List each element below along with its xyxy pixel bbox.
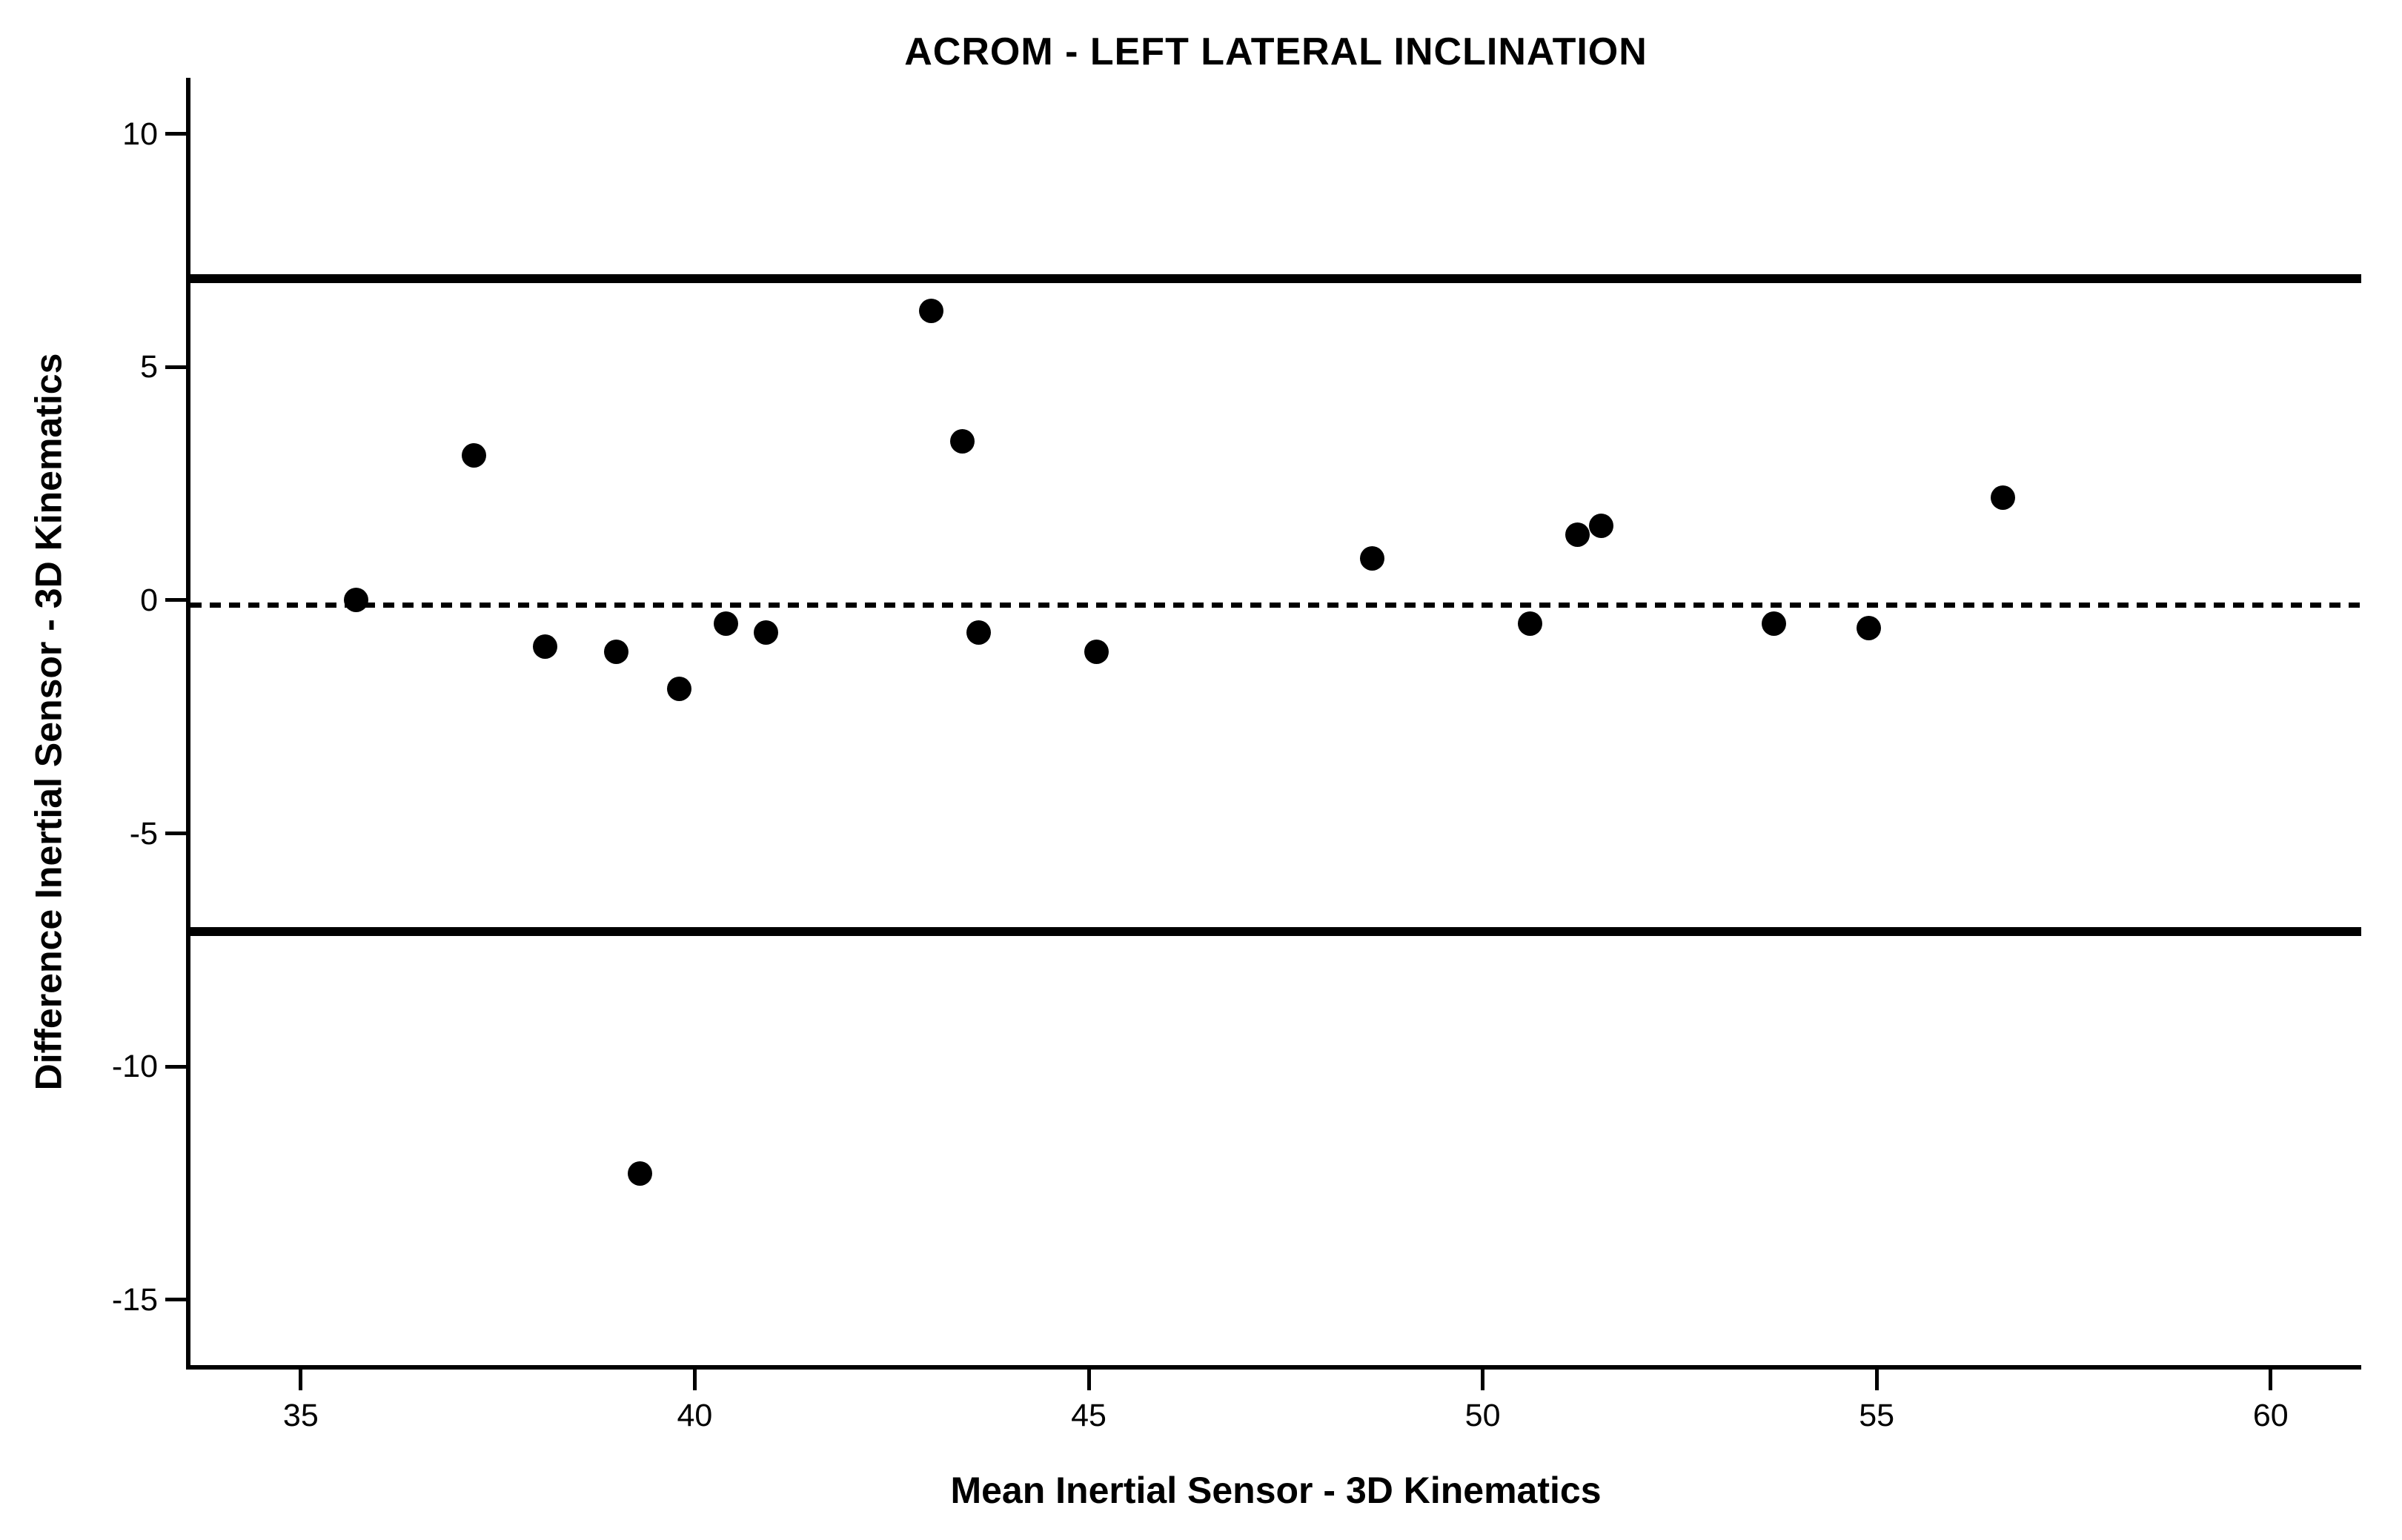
x-tick [1086,1370,1091,1390]
y-tick [165,365,186,369]
upper-loa-line [190,273,2361,283]
data-point [532,634,557,660]
data-point [1857,616,1882,641]
y-tick-label: -5 [129,815,158,852]
x-axis-label: Mean Inertial Sensor - 3D Kinematics [950,1470,1602,1511]
data-point [666,676,691,701]
y-axis-label: Difference Inertial Sensor - 3D Kinemati… [27,353,69,1090]
data-point [1990,485,2015,510]
x-tick [1874,1370,1879,1390]
y-tick-label: 10 [122,116,158,152]
data-point [714,611,739,636]
data-point [603,639,628,664]
x-tick [692,1370,697,1390]
x-tick-label: 55 [1859,1398,1895,1433]
x-tick [2269,1370,2273,1390]
x-tick-label: 45 [1071,1398,1107,1433]
y-tick [165,1064,186,1069]
y-tick [165,832,186,836]
mean-difference-line [190,602,2361,608]
data-point [1588,513,1613,538]
y-tick [165,1298,186,1302]
x-axis-line [186,1365,2361,1370]
data-point [1565,522,1590,548]
data-point [1360,545,1385,571]
y-tick [165,132,186,136]
x-tick-label: 50 [1464,1398,1501,1433]
data-point [753,620,778,645]
y-tick-label: 0 [140,582,158,618]
y-tick [165,598,186,603]
data-point [950,429,975,454]
chart-title: ACROM - LEFT LATERAL INCLINATION [904,30,1648,73]
data-point [343,588,368,613]
data-point [1517,611,1542,636]
x-tick [299,1370,303,1390]
y-axis-line [186,78,190,1370]
lower-loa-line [190,926,2361,936]
y-tick-label: 5 [140,349,158,385]
data-point [462,443,487,468]
data-point [627,1161,652,1186]
data-point [918,299,943,324]
data-point [1762,611,1787,636]
y-tick-label: -10 [111,1049,158,1085]
x-tick-label: 35 [282,1398,319,1433]
data-point [966,620,991,645]
x-tick-label: 60 [2252,1398,2289,1433]
x-tick-label: 40 [677,1398,713,1433]
data-point [1084,639,1109,664]
x-tick [1481,1370,1485,1390]
y-tick-label: -15 [111,1281,158,1318]
